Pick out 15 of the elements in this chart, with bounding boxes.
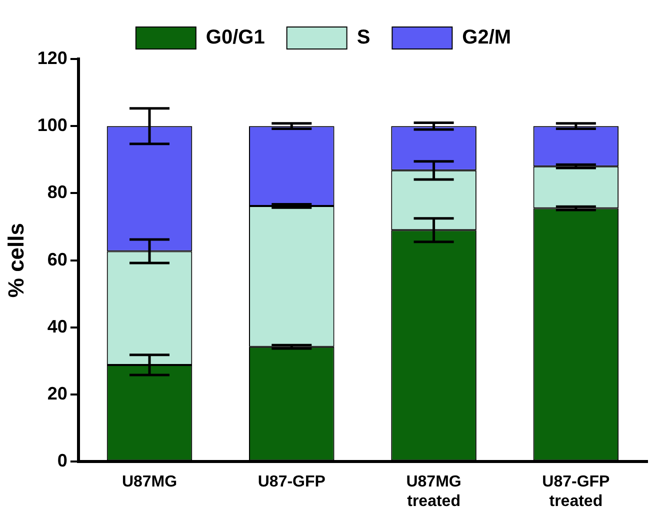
y-tick-label: 0 [57, 450, 68, 471]
y-tick-label: 120 [37, 48, 68, 68]
x-tick-label: U87-GFP [258, 474, 326, 491]
x-tick-label: U87-GFP treated [542, 474, 610, 510]
y-axis-title: % cells [3, 222, 28, 298]
legend-label: G0/G1 [206, 26, 265, 49]
y-tick-label: 60 [47, 249, 68, 270]
legend-label: S [356, 26, 370, 49]
legend-label: G2/M [462, 26, 512, 49]
y-tick-label: 20 [47, 383, 68, 404]
x-tick-label: U87MG treated [406, 474, 462, 510]
y-tick-label: 80 [47, 182, 68, 202]
y-tick-label: 40 [47, 316, 68, 336]
y-tick-label: 100 [37, 115, 68, 136]
x-tick-label: U87MG [122, 474, 178, 491]
